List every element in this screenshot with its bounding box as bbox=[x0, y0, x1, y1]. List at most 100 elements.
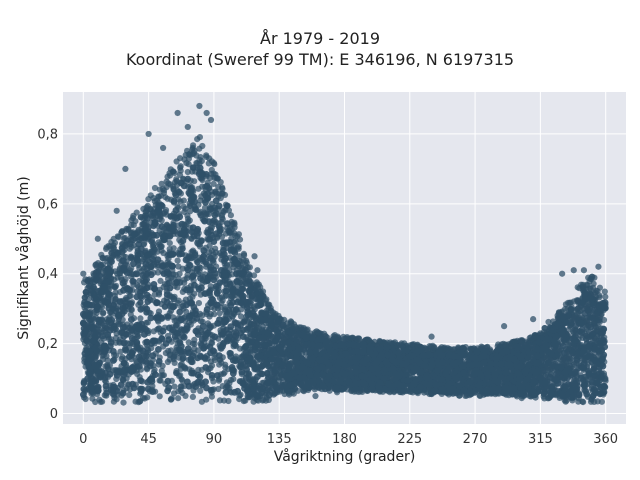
scatter-point bbox=[216, 190, 223, 197]
scatter-point bbox=[210, 180, 217, 187]
scatter-point bbox=[165, 347, 172, 354]
scatter-point bbox=[207, 358, 214, 365]
scatter-point bbox=[184, 215, 192, 222]
scatter-point bbox=[159, 185, 166, 192]
scatter-point bbox=[562, 305, 569, 312]
scatter-point bbox=[211, 311, 218, 318]
scatter-point bbox=[165, 180, 172, 187]
scatter-point bbox=[165, 312, 172, 320]
scatter-point bbox=[187, 208, 194, 215]
scatter-point bbox=[575, 310, 582, 317]
scatter-point bbox=[137, 315, 144, 322]
scatter-point bbox=[226, 229, 233, 236]
scatter-point bbox=[237, 313, 245, 320]
scatter-point bbox=[231, 221, 238, 228]
scatter-point bbox=[168, 395, 175, 402]
scatter-point bbox=[187, 152, 194, 159]
scatter-point bbox=[156, 377, 163, 384]
scatter-point bbox=[171, 170, 178, 177]
scatter-point bbox=[235, 231, 242, 238]
scatter-point bbox=[602, 293, 609, 300]
scatter-point bbox=[314, 329, 322, 336]
scatter-point bbox=[175, 263, 182, 270]
scatter-point bbox=[276, 374, 283, 381]
scatter-point bbox=[414, 342, 421, 349]
scatter-point bbox=[155, 289, 163, 296]
scatter-point bbox=[171, 317, 178, 324]
chart-title-line1: År 1979 - 2019 bbox=[260, 29, 380, 48]
scatter-point bbox=[203, 396, 210, 403]
scatter-point bbox=[92, 262, 99, 269]
scatter-point bbox=[580, 399, 587, 406]
scatter-point bbox=[213, 174, 220, 182]
scatter-point bbox=[565, 299, 572, 306]
scatter-point bbox=[201, 204, 209, 211]
scatter-point bbox=[97, 264, 104, 271]
scatter-point bbox=[90, 270, 97, 277]
scatter-point bbox=[130, 212, 137, 219]
scatter-point bbox=[243, 257, 250, 264]
scatter-point bbox=[215, 385, 222, 393]
scatter-point bbox=[150, 241, 157, 248]
scatter-point bbox=[176, 171, 184, 178]
scatter-point bbox=[217, 179, 224, 186]
scatter-point bbox=[156, 393, 163, 400]
scatter-point bbox=[220, 207, 227, 215]
scatter-point bbox=[171, 383, 178, 390]
scatter-point bbox=[222, 304, 229, 311]
scatter-point bbox=[123, 225, 130, 232]
scatter-point bbox=[540, 390, 548, 397]
scatter-point bbox=[117, 348, 124, 355]
scatter-point bbox=[189, 393, 196, 400]
scatter-point bbox=[591, 274, 598, 281]
scatter-point bbox=[166, 356, 173, 363]
scatter-point bbox=[150, 328, 157, 335]
scatter-point bbox=[166, 245, 173, 253]
scatter-point bbox=[224, 202, 231, 209]
scatter-point bbox=[195, 347, 202, 354]
scatter-point bbox=[157, 372, 164, 379]
scatter-point bbox=[141, 240, 148, 247]
scatter-point bbox=[197, 387, 204, 394]
scatter-point bbox=[174, 257, 181, 264]
scatter-point bbox=[218, 359, 225, 366]
scatter-point bbox=[182, 152, 189, 159]
scatter-point bbox=[222, 364, 229, 371]
scatter-point bbox=[177, 163, 184, 170]
scatter-point bbox=[164, 259, 171, 266]
scatter-point bbox=[601, 288, 608, 295]
scatter-point bbox=[227, 212, 234, 219]
scatter-point bbox=[179, 377, 186, 384]
scatter-point bbox=[219, 216, 226, 223]
scatter-point bbox=[206, 155, 213, 162]
scatter-point bbox=[127, 255, 134, 262]
scatter-point bbox=[238, 264, 245, 271]
scatter-point bbox=[225, 207, 232, 214]
scatter-point bbox=[560, 355, 567, 363]
scatter-point bbox=[574, 284, 581, 291]
scatter-point bbox=[220, 370, 227, 377]
scatter-point bbox=[191, 340, 198, 347]
scatter-point bbox=[185, 339, 192, 346]
scatter-point bbox=[215, 210, 222, 217]
chart-title-line2: Koordinat (Sweref 99 TM): E 346196, N 61… bbox=[125, 50, 515, 69]
scatter-point bbox=[182, 205, 189, 212]
scatter-point bbox=[162, 209, 169, 216]
scatter-point bbox=[197, 310, 204, 317]
scatter-point bbox=[110, 244, 117, 252]
scatter-point bbox=[259, 323, 266, 330]
scatter-point bbox=[158, 180, 165, 187]
scatter-point bbox=[126, 391, 133, 399]
scatter-point bbox=[132, 398, 139, 405]
scatter-point bbox=[194, 136, 201, 143]
scatter-point bbox=[182, 365, 189, 372]
scatter-point bbox=[196, 243, 204, 250]
scatter-point bbox=[219, 184, 226, 191]
scatter-point bbox=[89, 395, 96, 402]
scatter-point bbox=[205, 160, 212, 167]
scatter-point bbox=[195, 185, 202, 192]
scatter-point bbox=[155, 193, 162, 200]
scatter-point bbox=[541, 325, 548, 332]
